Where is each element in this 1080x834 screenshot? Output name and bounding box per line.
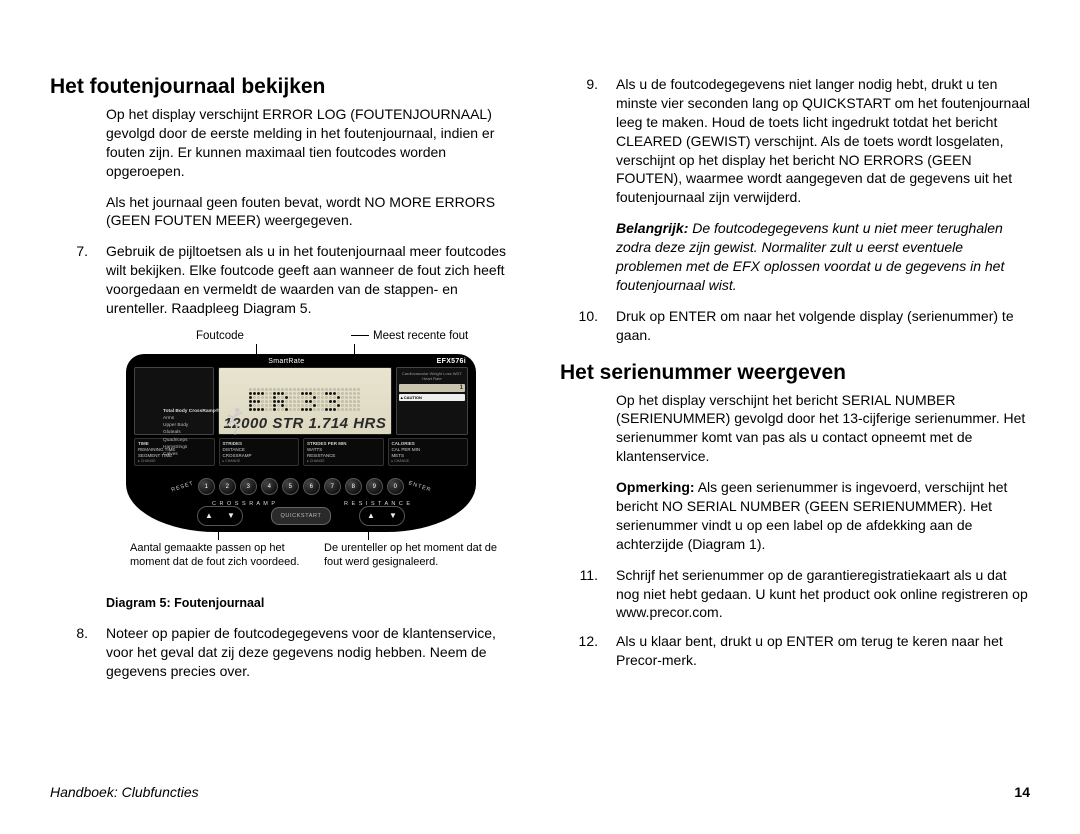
callout-recent-error: Meest recente fout	[351, 330, 468, 342]
diagram-caption: Diagram 5: Foutenjournaal	[50, 596, 520, 610]
callout-line	[218, 526, 219, 540]
item-number: 11.	[560, 566, 616, 623]
footer-page-number: 14	[1014, 784, 1030, 800]
callout-line	[368, 526, 369, 540]
item-text: Gebruik de pijltoetsen als u in het fout…	[106, 242, 520, 318]
metric-block: CALORIES CAL PER MIN METS ▸ CHANGE	[388, 438, 469, 466]
list-item-11: 11. Schrijf het serienummer op de garant…	[560, 566, 1030, 623]
intro-para-1: Op het display verschijnt ERROR LOG (FOU…	[50, 105, 520, 181]
important-note: Belangrijk: De foutcodegegevens kunt u n…	[560, 219, 1030, 295]
list-item-10: 10. Druk op ENTER om naar het volgende d…	[560, 307, 1030, 345]
list-item-9: 9. Als u de foutcodegegevens niet langer…	[560, 75, 1030, 207]
rocker-right: ▲▼	[359, 506, 405, 526]
callout-hours: De urenteller op het moment dat de fout …	[324, 542, 499, 570]
resistance-label: R E S I S T A N C E	[344, 501, 411, 507]
footer-title: Handboek: Clubfuncties	[50, 784, 199, 800]
heading-error-log: Het foutenjournaal bekijken	[50, 75, 520, 99]
callout-strides: Aantal gemaakte passen op het moment dat…	[130, 542, 315, 570]
serial-para: Op het display verschijnt het bericht SE…	[560, 391, 1030, 467]
item-number: 12.	[560, 632, 616, 670]
left-info-block: Total Body CrossRamp® Arms Upper Body Gl…	[134, 367, 214, 435]
right-column: 9. Als u de foutcodegegevens niet langer…	[560, 75, 1030, 693]
number-key-row: RESET 1 2 3 4 5 6 7 8 9 0 ENTER	[126, 470, 476, 504]
item-text: Als u klaar bent, drukt u op ENTER om te…	[616, 632, 1030, 670]
heading-serial: Het serienummer weergeven	[560, 361, 1030, 385]
metric-block: STRIDES DISTANCE CROSSRAMP ▸ CHANGE	[219, 438, 300, 466]
enter-label: ENTER	[407, 480, 431, 493]
item-number: 8.	[50, 624, 106, 681]
runner-icon	[220, 406, 248, 438]
quickstart-button: QUICKSTART	[271, 507, 331, 525]
item-text: Schrijf het serienummer op de garantiere…	[616, 566, 1030, 623]
label-smartrate: SmartRate	[268, 358, 304, 365]
right-info-block: Cardiovascular Weight Loss WDT Heart Rat…	[396, 367, 468, 435]
item-number: 9.	[560, 75, 616, 207]
label-model: EFX576i	[437, 358, 466, 365]
item-text: Als u de foutcodegegevens niet langer no…	[616, 75, 1030, 207]
rocker-left: ▲▼	[197, 506, 243, 526]
metric-block: STRIDES PER MIN WATTS RESISTANCE ▸ CHANG…	[303, 438, 384, 466]
intro-para-2: Als het journaal geen fouten bevat, word…	[50, 193, 520, 231]
item-number: 10.	[560, 307, 616, 345]
diagram-5: Foutcode Meest recente fout SmartRate EF…	[50, 330, 520, 590]
console-illustration: SmartRate EFX576i Total Body CrossRamp® …	[126, 354, 476, 532]
page-footer: Handboek: Clubfuncties 14	[50, 784, 1030, 800]
reset-label: RESET	[170, 480, 194, 493]
callout-foutcode: Foutcode	[196, 330, 244, 342]
item-number: 7.	[50, 242, 106, 318]
item-text: Noteer op papier de foutcodegegevens voo…	[106, 624, 520, 681]
list-item-7: 7. Gebruik de pijltoetsen als u in het f…	[50, 242, 520, 318]
item-text: Druk op ENTER om naar het volgende displ…	[616, 307, 1030, 345]
serial-note: Opmerking: Als geen serienummer is ingev…	[560, 478, 1030, 554]
list-item-8: 8. Noteer op papier de foutcodegegevens …	[50, 624, 520, 681]
list-item-12: 12. Als u klaar bent, drukt u op ENTER o…	[560, 632, 1030, 670]
left-column: Het foutenjournaal bekijken Op het displ…	[50, 75, 520, 693]
crossramp-label: C R O S S R A M P	[212, 501, 276, 507]
